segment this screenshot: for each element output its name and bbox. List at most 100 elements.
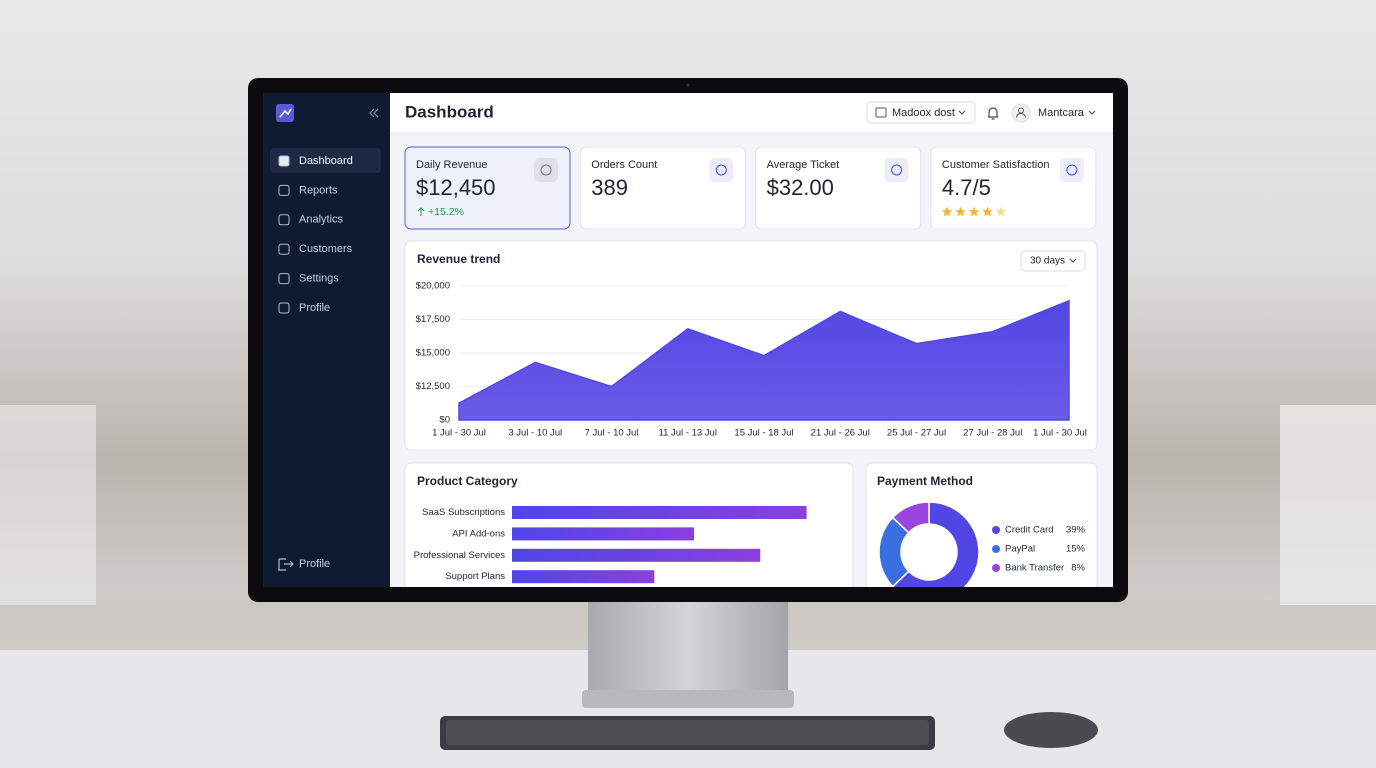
bar-label: Support Plans (445, 571, 505, 582)
nav-icon (278, 214, 290, 226)
kpi-icon (1059, 158, 1084, 182)
kpi-icon (534, 158, 558, 182)
kpi-label: Customer Satisfaction (942, 159, 1050, 171)
kpi-value: $32.00 (767, 175, 834, 200)
kpi-cards: Daily Revenue $12,450 +15.2% Orders Count 38… (404, 146, 1097, 230)
kpi-card (404, 146, 571, 230)
payment-panel (865, 462, 1098, 587)
workspace-name[interactable]: Madoox dost (892, 107, 955, 119)
rating-star (982, 206, 993, 217)
y-tick-label: $20,000 (416, 281, 450, 292)
donut-segment (891, 501, 980, 587)
kpi-value: $12,450 (416, 175, 496, 200)
y-tick-label: $12,500 (416, 381, 450, 392)
x-tick-label: 11 Jul - 13 Jul (659, 428, 717, 439)
nav-icon (278, 155, 290, 167)
donut-segment (891, 501, 930, 534)
kpi-icon (884, 158, 909, 182)
x-tick-label: 27 Jul - 28 Jul (963, 428, 1022, 439)
bar (512, 506, 807, 519)
y-tick-label: $17,500 (416, 314, 450, 325)
bar (512, 548, 761, 562)
kpi-icon-glyph (540, 164, 552, 176)
x-tick-label: 7 Jul - 10 Jul (585, 428, 639, 439)
user-name[interactable]: Mantcara (1038, 107, 1085, 119)
page-title: Dashboard (405, 102, 494, 121)
rating-star (941, 206, 953, 217)
speaker-left (0, 405, 96, 605)
legend-dot (992, 526, 1000, 534)
bar (512, 527, 695, 541)
legend-dot (992, 545, 1000, 553)
nav-item[interactable]: Analytics (299, 214, 344, 226)
x-tick-label: 15 Jul - 18 Jul (734, 428, 793, 439)
kpi-icon-glyph (891, 164, 903, 176)
active-nav-bg (270, 148, 381, 173)
nav-item[interactable]: Settings (299, 273, 339, 285)
avatar-body (1016, 113, 1026, 118)
kpi-card (579, 146, 746, 230)
nav: Dashboard Reports Analytics Customers Settin… (278, 155, 353, 314)
logout-icon (278, 558, 294, 571)
kpi-icon-glyph (715, 164, 727, 176)
workspace-icon (875, 107, 887, 118)
kpi-label: Daily Revenue (416, 159, 488, 171)
kpi-value: 389 (591, 175, 628, 200)
notifications[interactable] (988, 107, 998, 120)
nav-icon (278, 273, 290, 285)
rating-star (968, 206, 980, 217)
panel-title: Product Category (417, 474, 518, 488)
kpi-label: Orders Count (591, 159, 657, 171)
range-label[interactable]: 30 days (1030, 256, 1065, 267)
sidebar-footer[interactable]: Profile (299, 558, 330, 570)
kpi-card (755, 146, 922, 230)
header (390, 93, 1113, 133)
legend-value: 39% (1066, 525, 1086, 536)
chevron (1069, 258, 1077, 263)
camera (686, 83, 690, 87)
kpi-icon-glyph (1066, 164, 1078, 176)
bar-label: SaaS Subscriptions (422, 507, 505, 518)
chevron (1088, 110, 1096, 115)
kpi-label: Average Ticket (767, 159, 840, 171)
nav-icon (278, 243, 290, 255)
x-tick-label: 21 Jul - 26 Jul (811, 428, 870, 439)
kpi-value: 4.7/5 (942, 175, 991, 200)
nav-icon (278, 184, 290, 196)
chevron (958, 110, 966, 115)
rating-star (955, 206, 966, 217)
mouse (1004, 712, 1098, 748)
nav-item[interactable]: Customers (299, 243, 353, 255)
logo (276, 104, 294, 122)
nav-item[interactable]: Profile (299, 302, 330, 314)
rating-star (995, 206, 1007, 217)
legend-label: Credit Card (1005, 525, 1054, 536)
nav-icon (278, 302, 290, 314)
workspace-select[interactable] (866, 101, 976, 124)
stand-base (582, 690, 794, 708)
legend-value: 15% (1066, 544, 1086, 555)
range-select[interactable] (1020, 250, 1086, 272)
y-tick-label: $15,000 (416, 348, 450, 359)
panel-title: Revenue trend (417, 252, 500, 266)
kpi-card (930, 146, 1097, 230)
keyboard-keys (446, 720, 929, 745)
up-arrow (417, 207, 425, 216)
area (458, 299, 1070, 421)
kpi-change: +15.2% (428, 206, 464, 218)
y-tick-label: $0 (439, 415, 450, 426)
legend-label: Bank Transfer (1005, 563, 1064, 574)
x-tick-label: 25 Jul - 27 Jul (887, 428, 946, 439)
kpi-icon (709, 158, 734, 182)
logo-icon (279, 108, 292, 118)
sidebar (263, 93, 390, 587)
bar-label: API Add-ons (452, 528, 505, 539)
screen: Dashboard Reports Analytics Customers Settin… (263, 93, 1113, 587)
x-tick-label: 1 Jul - 30 Jul (432, 428, 486, 439)
nav-item[interactable]: Reports (299, 184, 338, 196)
nav-item[interactable]: Dashboard (299, 155, 353, 167)
collapse-button[interactable] (369, 108, 379, 118)
speaker-right (1280, 405, 1376, 605)
